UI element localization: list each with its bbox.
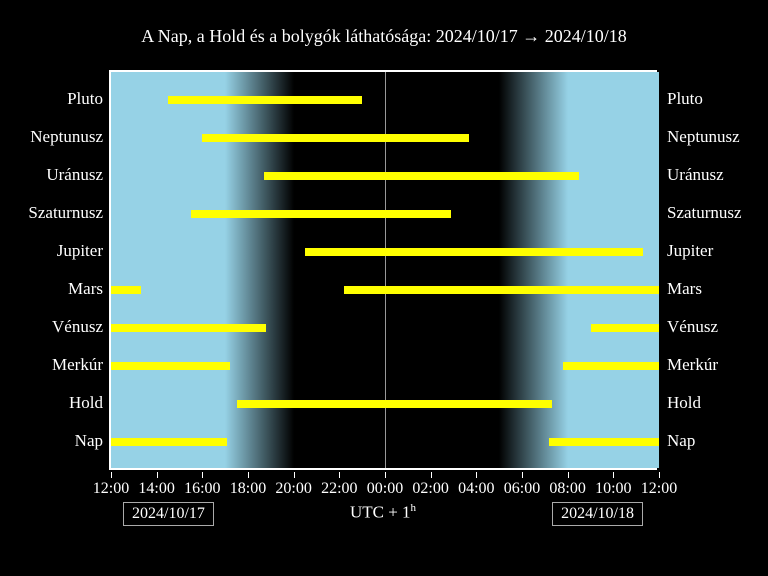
x-tick-label: 12:00 [93,480,129,498]
row-label-left: Pluto [11,89,103,109]
utc-text: UTC + 1 [350,503,411,522]
x-tick-label: 10:00 [595,480,631,498]
visibility-bar [191,210,451,218]
visibility-bar [111,324,266,332]
row-label-left: Merkúr [11,355,103,375]
x-tick-label: 06:00 [504,480,540,498]
row-label-right: Mars [667,279,767,299]
x-tick-label: 12:00 [641,480,677,498]
utc-sup: h [411,502,417,514]
x-tick-label: 08:00 [549,480,585,498]
visibility-bar [344,286,659,294]
row-label-right: Merkúr [667,355,767,375]
visibility-chart: PlutoPlutoNeptunuszNeptunuszUránuszUránu… [109,70,657,470]
visibility-bar [563,362,659,370]
visibility-bar [305,248,643,256]
x-tick-label: 14:00 [138,480,174,498]
visibility-bar [111,362,230,370]
row-label-right: Neptunusz [667,127,767,147]
x-tick [248,472,249,478]
x-tick [522,472,523,478]
page: A Nap, a Hold és a bolygók láthatósága: … [0,0,768,576]
x-tick-label: 02:00 [412,480,448,498]
x-tick-label: 18:00 [230,480,266,498]
sky-segment [111,72,225,468]
visibility-bar [264,172,579,180]
x-tick-label: 04:00 [458,480,494,498]
sky-segment [294,72,500,468]
x-tick [385,472,386,478]
sky-segment [499,72,568,468]
row-label-right: Pluto [667,89,767,109]
visibility-bar [111,286,141,294]
visibility-bar [168,96,362,104]
x-tick [613,472,614,478]
visibility-bar [549,438,659,446]
x-tick [202,472,203,478]
row-label-left: Jupiter [11,241,103,261]
row-label-left: Uránusz [11,165,103,185]
x-tick-label: 00:00 [367,480,403,498]
visibility-bar [202,134,469,142]
visibility-bar [237,400,552,408]
x-tick-label: 22:00 [321,480,357,498]
visibility-bar [111,438,227,446]
sky-segment [225,72,294,468]
row-label-right: Vénusz [667,317,767,337]
row-label-right: Hold [667,393,767,413]
x-tick [111,472,112,478]
row-label-right: Nap [667,431,767,451]
row-label-left: Hold [11,393,103,413]
x-tick [339,472,340,478]
x-tick [431,472,432,478]
x-tick [294,472,295,478]
row-label-left: Vénusz [11,317,103,337]
chart-title: A Nap, a Hold és a bolygók láthatósága: … [0,26,768,47]
x-tick [157,472,158,478]
sky-segment [568,72,659,468]
utc-label: UTC + 1h [109,502,657,523]
row-label-left: Nap [11,431,103,451]
x-tick [476,472,477,478]
row-label-left: Neptunusz [11,127,103,147]
row-label-left: Szaturnusz [11,203,103,223]
visibility-bar [591,324,660,332]
x-tick-label: 16:00 [184,480,220,498]
row-label-left: Mars [11,279,103,299]
row-label-right: Jupiter [667,241,767,261]
midnight-line [385,72,386,468]
x-tick [659,472,660,478]
row-label-right: Szaturnusz [667,203,767,223]
row-label-right: Uránusz [667,165,767,185]
x-tick [568,472,569,478]
x-tick-label: 20:00 [275,480,311,498]
